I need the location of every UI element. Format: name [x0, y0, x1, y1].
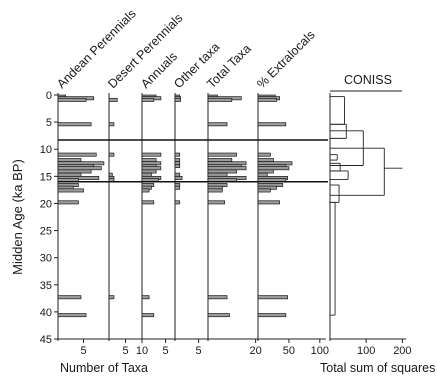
coniss-axis-title: Total sum of squares: [320, 361, 435, 375]
bar: [174, 97, 182, 102]
y-tick-label: 20: [40, 198, 52, 210]
panel-title: % Extralocals: [254, 28, 317, 91]
y-tick-label: 5: [46, 117, 52, 129]
bar: [174, 176, 183, 180]
bar: [57, 313, 87, 318]
bar: [141, 200, 155, 205]
bar: [108, 295, 115, 300]
x-axis-title: Number of Taxa: [60, 361, 148, 375]
bar: [257, 152, 271, 157]
x-tick-label: 5: [122, 345, 128, 357]
bar: [57, 200, 79, 205]
bar: [257, 188, 271, 193]
bar: [257, 122, 287, 127]
bar: [57, 97, 87, 102]
bar: [174, 185, 181, 190]
bar: [141, 169, 157, 174]
bar: [141, 313, 155, 318]
bar: [141, 152, 162, 157]
bar: [174, 172, 181, 177]
bar: [141, 188, 150, 193]
bar: [207, 200, 226, 205]
coniss-title: CONISS: [344, 73, 392, 87]
bar: [57, 158, 82, 163]
x-tick-label: 100: [311, 345, 329, 357]
x-tick-label: 10: [136, 345, 148, 357]
bar: [108, 152, 115, 157]
bar: [108, 122, 115, 127]
bar: [57, 122, 92, 127]
y-tick-label: 10: [40, 144, 52, 156]
x-tick-label: 20: [249, 345, 261, 357]
bar: [174, 158, 181, 163]
y-tick-label: 35: [40, 280, 52, 292]
bar: [57, 172, 82, 177]
bar: [57, 188, 84, 193]
bar: [141, 295, 150, 300]
bar: [207, 188, 223, 193]
bar: [207, 313, 230, 318]
bar: [257, 295, 289, 300]
y-tick-label: 15: [40, 171, 52, 183]
bar: [141, 166, 162, 171]
bar: [57, 152, 97, 157]
bar: [207, 152, 237, 157]
bar: [141, 158, 157, 163]
bar: [141, 172, 152, 177]
bar: [174, 164, 181, 168]
bar: [207, 122, 228, 127]
x-tick-label: 50: [283, 345, 295, 357]
bar: [207, 295, 228, 300]
bar: [257, 313, 287, 318]
bar: [174, 152, 181, 157]
y-tick-label: 45: [40, 334, 52, 346]
bar: [57, 169, 92, 174]
bar: [207, 172, 228, 177]
y-tick-label: 40: [40, 307, 52, 319]
bar: [257, 200, 280, 205]
bar: [257, 158, 274, 163]
x-tick-label: 5: [196, 345, 202, 357]
x-tick-label: 200: [393, 345, 411, 357]
y-axis-title: Midden Age (ka BP): [10, 159, 25, 275]
y-tick-label: 30: [40, 253, 52, 265]
y-tick-label: 25: [40, 226, 52, 238]
bar: [57, 295, 82, 300]
bar: [207, 97, 233, 102]
bar: [207, 166, 247, 171]
bar: [207, 158, 233, 163]
x-tick-label: 5: [80, 345, 86, 357]
x-tick-label: 5: [163, 345, 169, 357]
bar: [108, 172, 113, 177]
bar: [257, 97, 277, 102]
bar: [174, 200, 181, 205]
bar: [108, 97, 118, 102]
bar: [141, 97, 155, 102]
y-tick-label: 0: [46, 90, 52, 102]
bar: [257, 169, 274, 174]
bar: [257, 172, 268, 177]
bar: [257, 166, 290, 171]
bar: [207, 169, 237, 174]
x-tick-label: 100: [357, 345, 375, 357]
bar: [57, 166, 102, 171]
